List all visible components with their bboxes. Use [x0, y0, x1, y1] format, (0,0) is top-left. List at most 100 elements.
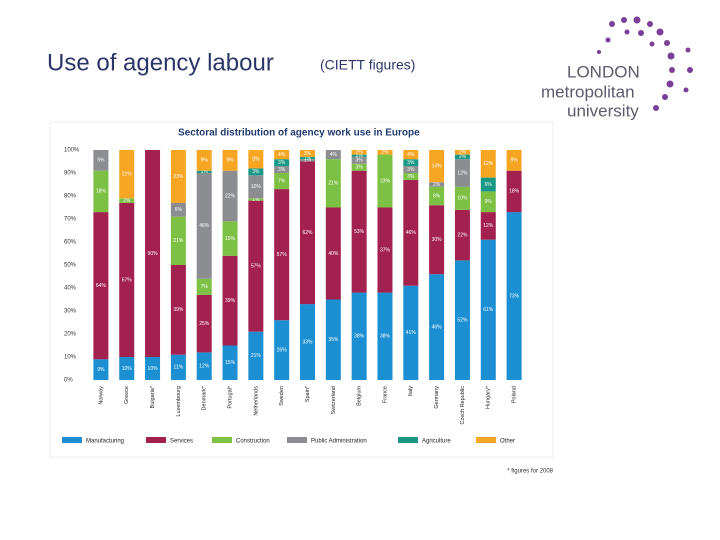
bar-segment — [377, 150, 393, 155]
y-tick-label: 50% — [64, 263, 77, 269]
data-label: 25% — [199, 321, 210, 327]
bar-segment — [377, 292, 393, 380]
bar-segment — [196, 170, 212, 173]
bar-segment — [196, 150, 212, 171]
data-label: 10% — [457, 196, 468, 202]
data-label: 3% — [278, 167, 286, 173]
data-label: 7% — [201, 284, 209, 290]
bar-segment — [403, 166, 419, 173]
data-label: 30% — [432, 237, 443, 243]
legend-label: Construction — [236, 439, 270, 445]
bar-segment — [454, 154, 470, 160]
data-label: 10% — [122, 366, 133, 372]
data-label: 10% — [148, 366, 159, 372]
bar-segment — [506, 170, 522, 213]
legend-swatch — [476, 437, 496, 443]
data-label: 3% — [356, 165, 364, 171]
data-label: 6% — [175, 207, 183, 213]
data-label: 53% — [354, 229, 365, 235]
bar-segment — [506, 212, 522, 380]
bar-segment — [119, 198, 135, 203]
bar-segment — [93, 150, 109, 171]
legend-label: Public Administration — [311, 439, 367, 445]
bar-segment — [403, 179, 419, 286]
bar-segment — [196, 278, 212, 295]
data-label: 4% — [330, 152, 338, 158]
bar-segment — [119, 357, 135, 380]
legend-swatch — [212, 437, 232, 443]
bar-segment — [222, 255, 238, 346]
x-tick-label: Switzerland — [331, 386, 337, 414]
data-label: 9% — [97, 158, 105, 164]
bar-segment — [248, 175, 264, 199]
x-tick-label: Sweden — [279, 386, 285, 406]
bar-segment — [248, 168, 264, 176]
data-label: 4% — [278, 152, 286, 158]
bar-segment — [429, 205, 445, 275]
bar-segment — [274, 320, 290, 380]
bar-segment — [119, 150, 135, 199]
bar-segment — [170, 150, 186, 203]
data-label: 46% — [199, 223, 210, 229]
bar-segment — [222, 221, 238, 256]
data-label: 10% — [251, 184, 262, 190]
data-label: 2% — [459, 154, 467, 160]
data-label: 6% — [485, 182, 493, 188]
bar-segment — [170, 265, 186, 355]
x-tick-label: Spain* — [305, 385, 311, 402]
bar-segment — [196, 294, 212, 353]
logo-line: university — [567, 101, 639, 120]
data-label: 26% — [277, 347, 288, 353]
data-label: 1% — [356, 153, 364, 159]
logo-line: LONDON — [567, 62, 640, 81]
bar-segment — [480, 150, 496, 178]
data-label: 21% — [122, 171, 133, 177]
y-tick-label: 90% — [64, 171, 77, 177]
legend-swatch — [62, 437, 82, 443]
y-tick-label: 0% — [64, 378, 73, 384]
bar-segment — [300, 159, 315, 162]
bar-segment — [248, 200, 264, 332]
x-tick-label: Germany — [434, 386, 440, 409]
legend-swatch — [287, 437, 307, 443]
bar-segment — [325, 207, 341, 300]
bar-segment — [274, 150, 290, 160]
data-label: 52% — [457, 318, 468, 324]
data-label: 3% — [407, 160, 415, 166]
y-tick-label: 70% — [64, 217, 77, 223]
chart-title: Sectoral distribution of agency work use… — [178, 128, 420, 139]
bar-segment — [274, 166, 290, 173]
data-label: 3% — [407, 174, 415, 180]
data-label: 73% — [509, 293, 520, 299]
data-label: 9% — [97, 367, 105, 373]
data-label: 2% — [356, 150, 364, 156]
data-label: 40% — [328, 251, 339, 257]
data-label: 12% — [483, 223, 494, 229]
legend-label: Services — [170, 439, 193, 445]
x-tick-label: Luxembourg — [176, 386, 182, 417]
bar-segment — [506, 150, 522, 171]
data-label: 57% — [251, 263, 262, 269]
y-tick-label: 10% — [64, 355, 77, 361]
data-label: 3% — [356, 158, 364, 164]
data-label: 11% — [174, 365, 184, 371]
bar-segment — [248, 150, 264, 169]
data-label: 12% — [483, 161, 494, 167]
y-tick-label: 100% — [64, 148, 80, 154]
bar-segment — [403, 150, 419, 160]
bar-segment — [248, 198, 264, 201]
data-label: 2% — [459, 150, 467, 156]
bar-segment — [170, 202, 186, 217]
bar-segment — [196, 173, 212, 279]
bar-segment — [429, 150, 445, 183]
x-tick-label: Poland — [512, 386, 518, 403]
data-label: 9% — [226, 158, 234, 164]
bar-segment — [325, 150, 341, 160]
data-label: 38% — [354, 334, 365, 340]
data-label: 46% — [432, 324, 443, 330]
data-label: 3% — [407, 167, 415, 173]
data-label: 3% — [252, 169, 260, 175]
legend-label: Agriculture — [422, 439, 451, 445]
data-label: 57% — [277, 252, 288, 258]
